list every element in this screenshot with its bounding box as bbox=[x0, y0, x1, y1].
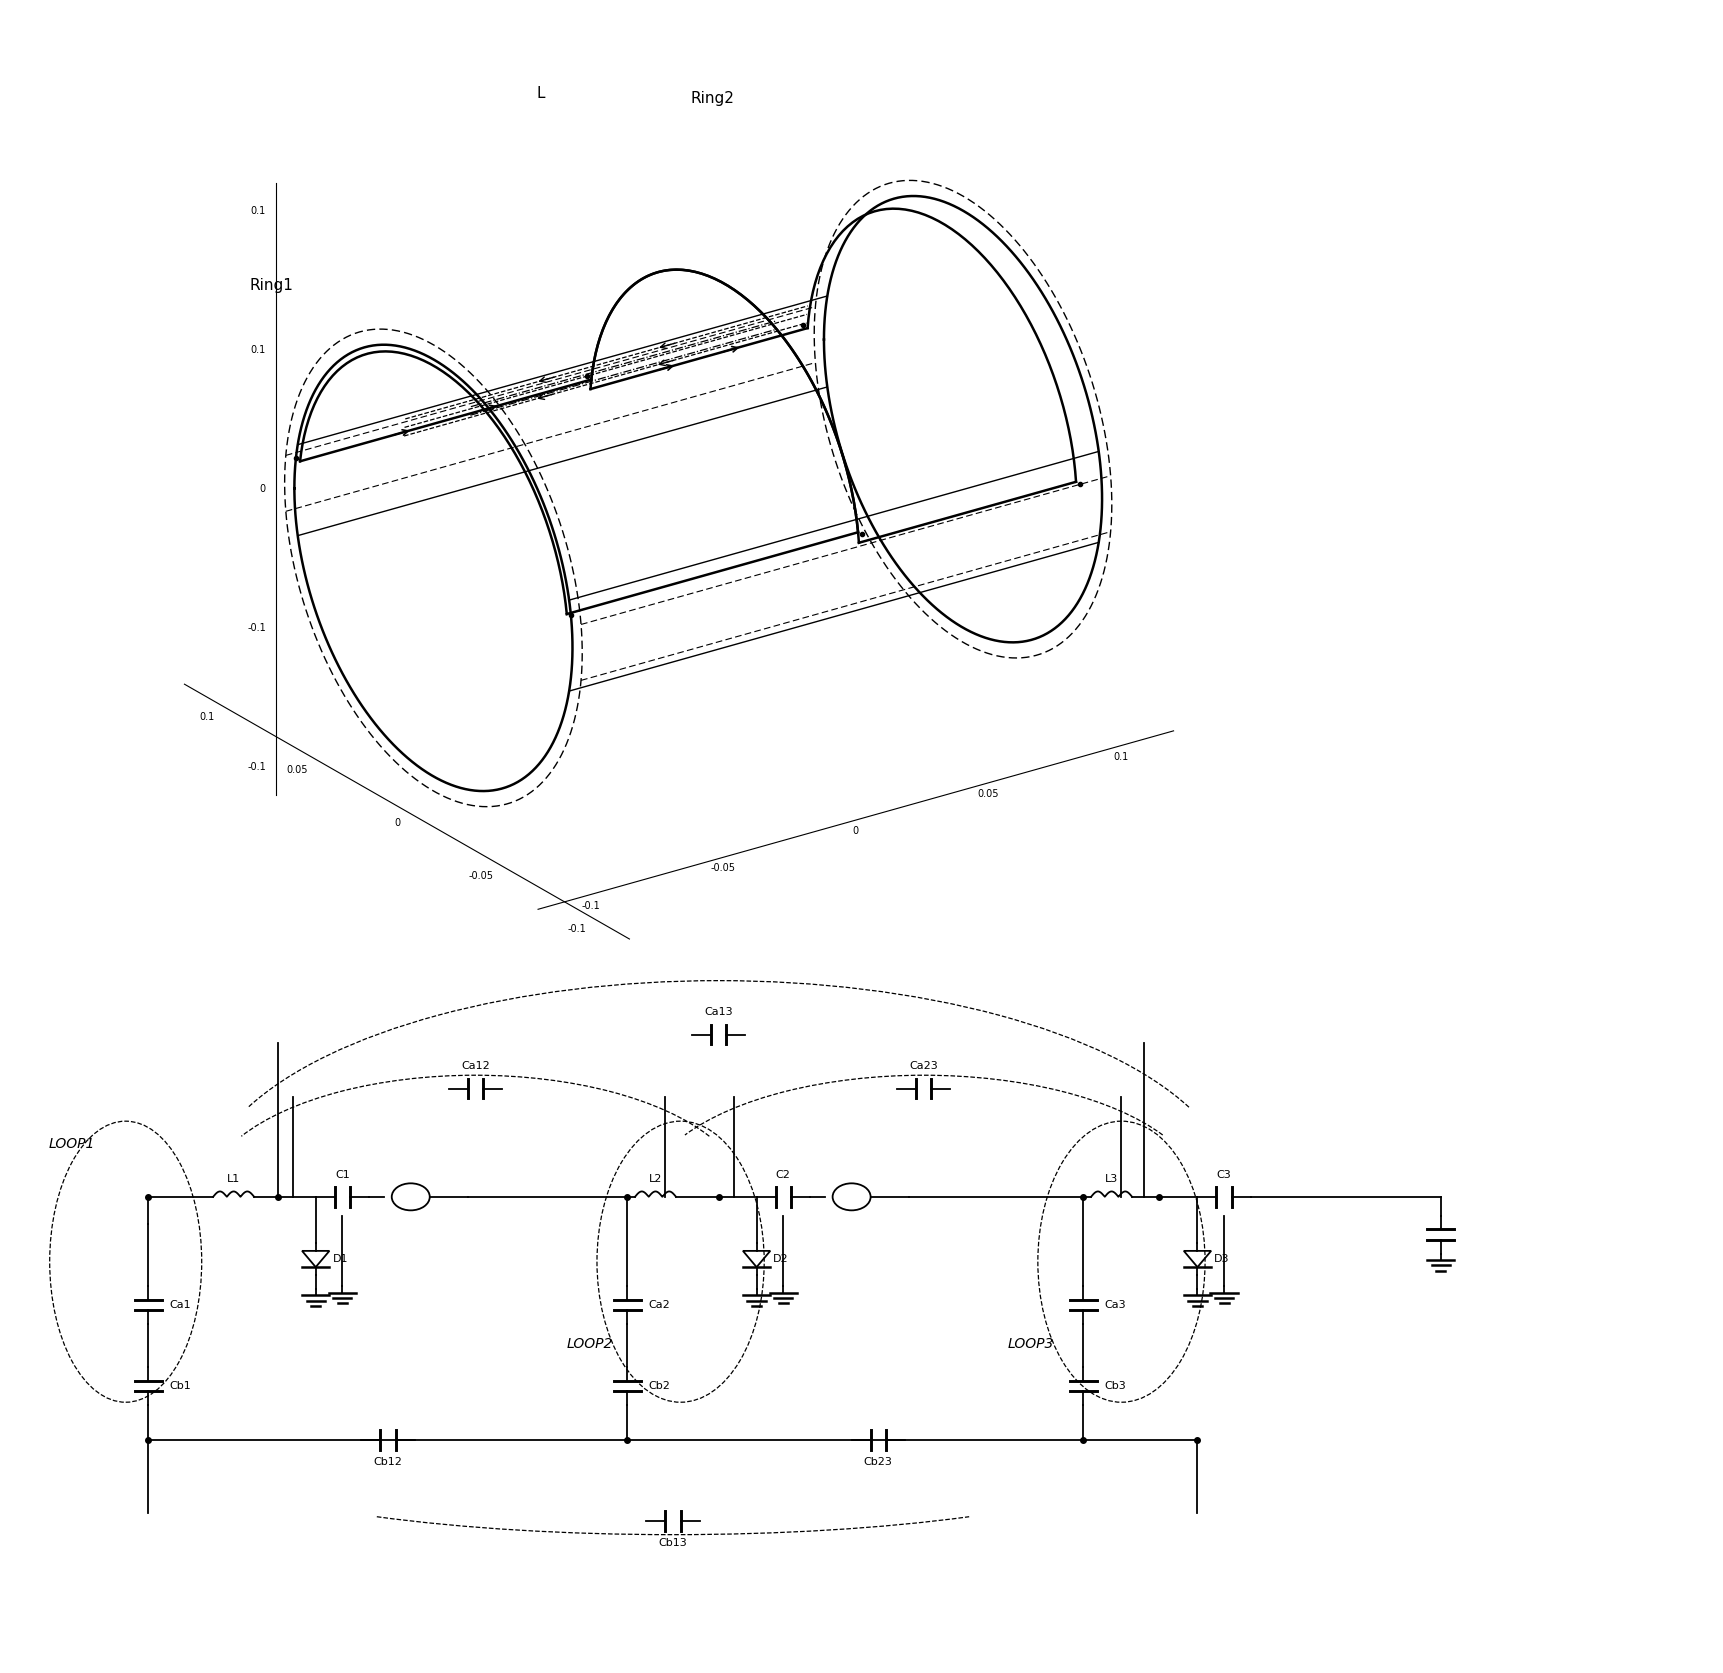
Text: Cb2: Cb2 bbox=[648, 1380, 670, 1390]
Text: Ca13: Ca13 bbox=[705, 1007, 732, 1017]
Text: Ca12: Ca12 bbox=[460, 1061, 489, 1071]
Text: L3: L3 bbox=[1104, 1174, 1118, 1184]
Text: -0.1: -0.1 bbox=[246, 622, 265, 632]
Text: D1: D1 bbox=[333, 1255, 348, 1265]
Text: 0.1: 0.1 bbox=[250, 206, 265, 216]
Text: Cb23: Cb23 bbox=[863, 1457, 893, 1467]
Text: -0.1: -0.1 bbox=[581, 900, 600, 910]
Text: L1: L1 bbox=[227, 1174, 239, 1184]
Text: Cb1: Cb1 bbox=[169, 1380, 191, 1390]
Text: L: L bbox=[536, 85, 544, 100]
Text: -0.1: -0.1 bbox=[246, 761, 265, 771]
Text: C2: C2 bbox=[775, 1169, 791, 1179]
Text: L2: L2 bbox=[648, 1174, 662, 1184]
Text: D3: D3 bbox=[1213, 1255, 1228, 1265]
Text: 0.1: 0.1 bbox=[1113, 751, 1127, 761]
Text: Cb3: Cb3 bbox=[1104, 1380, 1125, 1390]
Text: 0: 0 bbox=[853, 826, 858, 836]
Text: -0.1: -0.1 bbox=[567, 923, 586, 934]
Text: LOOP2: LOOP2 bbox=[567, 1337, 613, 1352]
Text: -0.05: -0.05 bbox=[469, 872, 493, 880]
Text: 0: 0 bbox=[395, 818, 400, 828]
Text: 0.05: 0.05 bbox=[286, 765, 308, 775]
Text: Ca1: Ca1 bbox=[169, 1300, 191, 1310]
Text: LOOP1: LOOP1 bbox=[48, 1138, 95, 1151]
Text: Ca2: Ca2 bbox=[648, 1300, 670, 1310]
Text: Ca3: Ca3 bbox=[1104, 1300, 1125, 1310]
Text: Cb12: Cb12 bbox=[374, 1457, 401, 1467]
Text: 0.1: 0.1 bbox=[250, 345, 265, 355]
Text: 0: 0 bbox=[260, 483, 265, 494]
Text: 0.1: 0.1 bbox=[200, 711, 215, 721]
Text: -0.05: -0.05 bbox=[710, 863, 736, 873]
Text: Ca23: Ca23 bbox=[910, 1061, 937, 1071]
Text: D2: D2 bbox=[774, 1255, 789, 1265]
Text: 0.05: 0.05 bbox=[977, 790, 998, 800]
Text: C1: C1 bbox=[334, 1169, 350, 1179]
Text: C3: C3 bbox=[1216, 1169, 1230, 1179]
Text: Ring2: Ring2 bbox=[689, 92, 734, 105]
Text: Cb13: Cb13 bbox=[658, 1539, 687, 1549]
Text: LOOP3: LOOP3 bbox=[1006, 1337, 1053, 1352]
Text: Ring1: Ring1 bbox=[250, 278, 293, 293]
